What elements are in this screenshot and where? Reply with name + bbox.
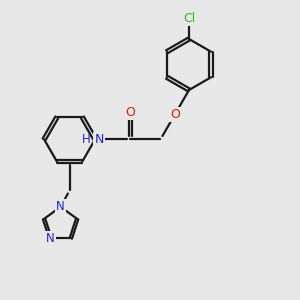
Text: N: N <box>46 232 55 245</box>
Text: O: O <box>170 108 180 121</box>
Text: H: H <box>82 133 91 146</box>
Text: Cl: Cl <box>183 12 195 25</box>
Text: O: O <box>126 106 135 119</box>
Text: N: N <box>94 133 104 146</box>
Text: N: N <box>56 200 65 213</box>
